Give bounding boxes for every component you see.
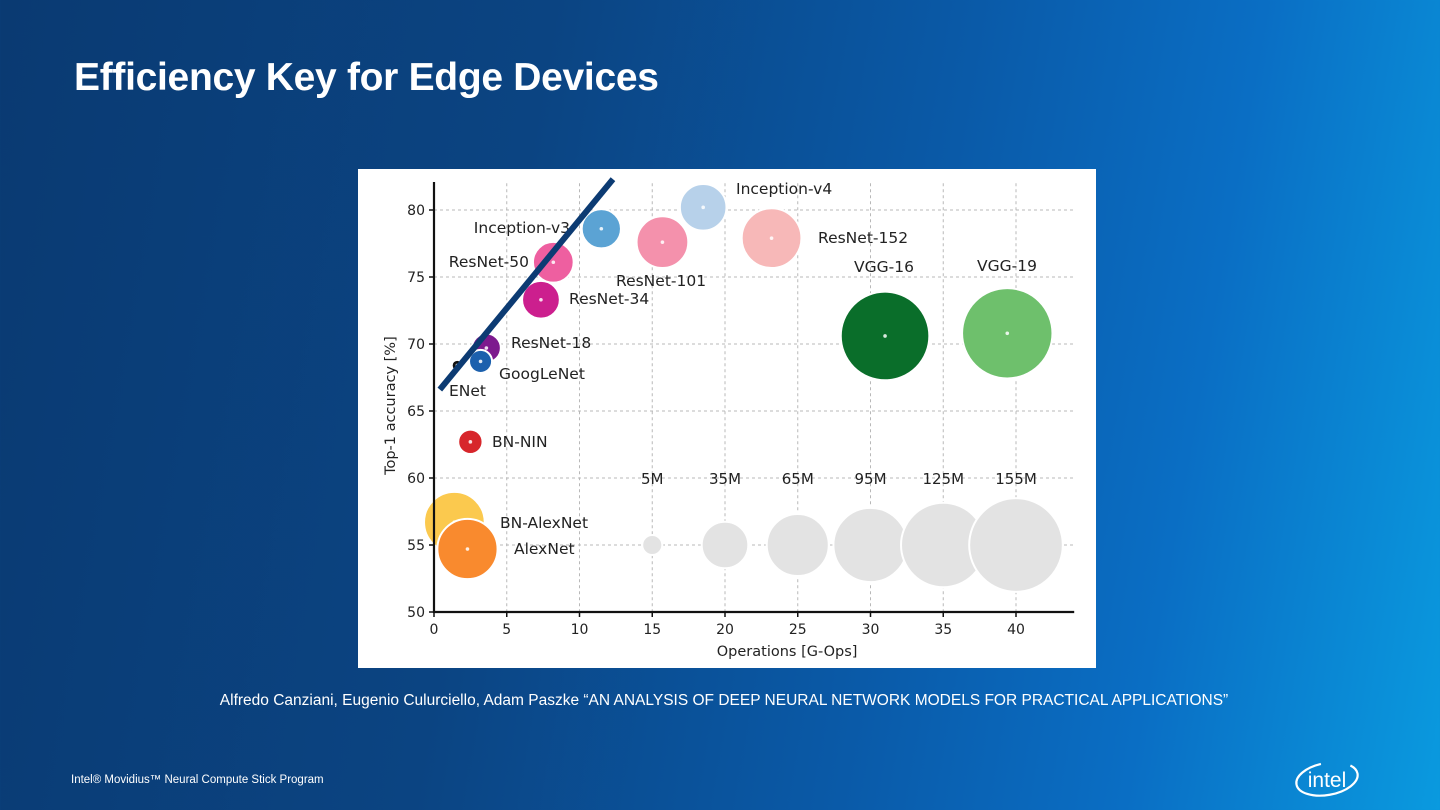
x-tick-label: 25 [789, 622, 807, 638]
bubble-center-dot [551, 260, 556, 265]
bubble-center-dot [769, 236, 774, 240]
legend-bubble [641, 533, 664, 557]
y-tick-label: 80 [407, 203, 425, 219]
citation: Alfredo Canziani, Eugenio Culurciello, A… [219, 692, 1229, 709]
bubble-center-dot [468, 440, 473, 444]
legend-label: 125M [922, 470, 964, 488]
bubble-center-dot [1005, 331, 1010, 336]
y-tick-label: 70 [407, 337, 425, 353]
bubble-center-dot [660, 240, 665, 244]
y-tick-label: 65 [407, 404, 425, 420]
x-tick-label: 30 [862, 622, 880, 638]
size-legend: 5M 35M 65M 95M 125M 155M [641, 470, 1064, 593]
intel-logo-text: intel [1308, 769, 1347, 792]
bubble-center-dot [484, 346, 489, 350]
legend-bubble [968, 497, 1064, 593]
y-axis-label: Top-1 accuracy [%] [383, 336, 399, 476]
slide-title: Efficiency Key for Edge Devices [74, 56, 659, 99]
bubble-center-dot [701, 205, 705, 210]
annotation [437, 177, 616, 392]
bubble-label: ResNet-18 [511, 334, 591, 352]
chart-canvas: 5M 35M 65M 95M 125M 155M Inception-v4 ResNet-1… [383, 177, 1075, 660]
bubble-label: ENet [449, 382, 486, 400]
axes: 0 5 10 15 20 25 30 35 40 50 55 60 65 70 75 80 Operations… [383, 182, 1075, 660]
legend-label: 5M [641, 470, 664, 488]
intel-logo: intel [1295, 761, 1359, 797]
y-tick-label: 60 [407, 471, 425, 487]
footer-program-name: Intel® Movidius™ Neural Compute Stick Pr… [71, 774, 324, 786]
bubble-label: ResNet-101 [616, 272, 706, 290]
legend-label: 35M [709, 470, 741, 488]
x-tick-label: 20 [716, 622, 734, 638]
bubble-label: VGG-16 [854, 258, 914, 276]
bubble-label: ResNet-34 [569, 290, 649, 308]
legend-bubble [832, 506, 909, 584]
bubble-label: Inception-v3 [474, 219, 570, 237]
x-tick-label: 15 [643, 622, 661, 638]
bubble-label: AlexNet [514, 540, 575, 558]
bubbles [423, 183, 1054, 581]
x-tick-label: 5 [502, 622, 511, 638]
bubble-label: ResNet-152 [818, 229, 908, 247]
bubble-label: ResNet-50 [449, 253, 529, 271]
bubble-labels: Inception-v4 ResNet-152 ResNet-101 Inceptio… [449, 180, 1037, 558]
legend-label: 65M [782, 470, 814, 488]
y-tick-label: 75 [407, 270, 425, 286]
legend-label: 95M [854, 470, 886, 488]
bubble-center-dot [478, 359, 483, 364]
bubble-label: VGG-19 [977, 257, 1037, 275]
y-tick-label: 50 [407, 605, 425, 621]
trend-line [437, 177, 616, 392]
bubble-label: Inception-v4 [736, 180, 832, 198]
bubble-label: BN-AlexNet [500, 514, 588, 532]
bubble-label: GoogLeNet [499, 365, 585, 383]
bubble-chart: 5M 35M 65M 95M 125M 155M Inception-v4 ResNet-1… [358, 169, 1096, 668]
grid-lines [434, 183, 1075, 612]
bubble-label: BN-NIN [492, 433, 548, 451]
x-tick-label: 10 [571, 622, 589, 638]
legend-label: 155M [995, 470, 1037, 488]
bubble-center-dot [465, 547, 470, 551]
bubble-center-dot [599, 226, 604, 231]
x-axis-label: Operations [G-Ops] [717, 644, 858, 660]
legend-bubble [765, 512, 830, 578]
x-tick-label: 35 [934, 622, 952, 638]
y-tick-label: 55 [407, 538, 425, 554]
bubble-center-dot [883, 334, 887, 338]
x-tick-label: 0 [430, 622, 439, 638]
bubble-center-dot [539, 297, 543, 302]
x-tick-label: 40 [1007, 622, 1025, 638]
legend-bubble [700, 520, 750, 570]
